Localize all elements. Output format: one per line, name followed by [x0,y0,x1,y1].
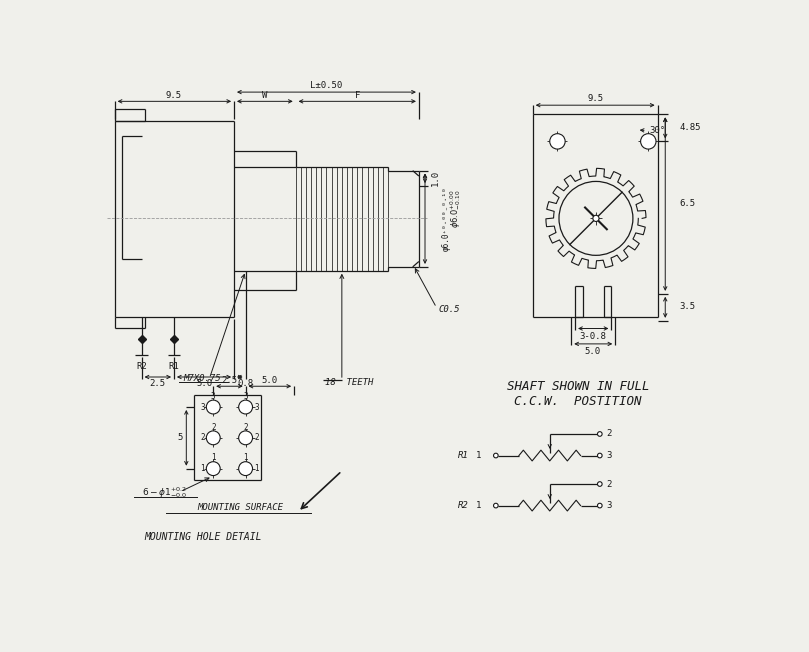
Text: 2.5: 2.5 [222,376,238,385]
Text: 5.0: 5.0 [261,376,277,385]
Circle shape [493,503,498,508]
Text: 3.5: 3.5 [679,303,695,312]
Circle shape [206,462,220,475]
Circle shape [641,134,656,149]
Text: F: F [354,91,360,100]
Text: 0.8: 0.8 [238,379,254,388]
Text: L±0.50: L±0.50 [311,82,342,91]
Circle shape [598,503,602,508]
Text: C.C.W.  POSTITION: C.C.W. POSTITION [515,395,642,408]
Text: R1: R1 [458,451,469,460]
Circle shape [239,462,252,475]
Text: 3-0.8: 3-0.8 [579,332,606,341]
Text: 3: 3 [607,501,612,510]
Text: 9.5: 9.5 [587,94,604,103]
Circle shape [493,453,498,458]
Text: 2: 2 [607,430,612,439]
Text: 2: 2 [254,434,259,442]
Text: 1: 1 [200,464,205,473]
Text: 5: 5 [177,434,183,442]
Text: 2: 2 [200,434,205,442]
Text: φ6.0⁺⁰⋅⁰⁰₋⁰⋅¹⁰: φ6.0⁺⁰⋅⁰⁰₋⁰⋅¹⁰ [441,186,451,251]
Text: R1: R1 [168,363,180,372]
Text: 5.0: 5.0 [585,347,601,356]
Circle shape [598,482,602,486]
Text: 3: 3 [200,402,205,411]
Text: 18  TEETH: 18 TEETH [325,378,374,387]
Text: 1.0: 1.0 [431,170,440,186]
Text: 2: 2 [607,479,612,488]
Text: MOUNTING SURFACE: MOUNTING SURFACE [197,503,283,512]
Text: 1: 1 [477,501,481,510]
Text: C0.5: C0.5 [438,304,460,314]
Text: 2: 2 [244,422,248,432]
Circle shape [598,453,602,458]
Circle shape [206,431,220,445]
Text: R2: R2 [458,501,469,510]
Text: 3: 3 [211,392,215,401]
Text: 2.5: 2.5 [150,379,166,388]
Text: 1: 1 [244,453,248,462]
Text: $\phi6.0^{+0.00}_{-0.10}$: $\phi6.0^{+0.00}_{-0.10}$ [448,190,463,228]
Text: 4.85: 4.85 [679,123,701,132]
Circle shape [550,134,565,149]
Circle shape [598,432,602,436]
Text: 1: 1 [254,464,259,473]
Text: 30°: 30° [650,126,666,135]
Text: W: W [262,91,268,100]
Text: 1: 1 [477,451,481,460]
Text: 3: 3 [607,451,612,460]
Circle shape [206,400,220,414]
Circle shape [239,431,252,445]
Text: 5.0: 5.0 [196,379,212,388]
Text: 9.5: 9.5 [166,91,182,100]
Circle shape [593,215,599,222]
Text: 3: 3 [254,402,259,411]
Text: $6-\phi1^{+0.2}_{-0.0}$: $6-\phi1^{+0.2}_{-0.0}$ [142,485,188,500]
Text: 3: 3 [244,392,248,401]
Text: 1: 1 [211,453,215,462]
Text: SHAFT SHOWN IN FULL: SHAFT SHOWN IN FULL [507,379,650,393]
Text: M7X0.75: M7X0.75 [183,374,221,383]
Text: R2: R2 [136,363,147,372]
Circle shape [239,400,252,414]
Text: MOUNTING HOLE DETAIL: MOUNTING HOLE DETAIL [145,532,262,542]
Text: 6.5: 6.5 [679,200,695,208]
Text: 2: 2 [211,422,215,432]
